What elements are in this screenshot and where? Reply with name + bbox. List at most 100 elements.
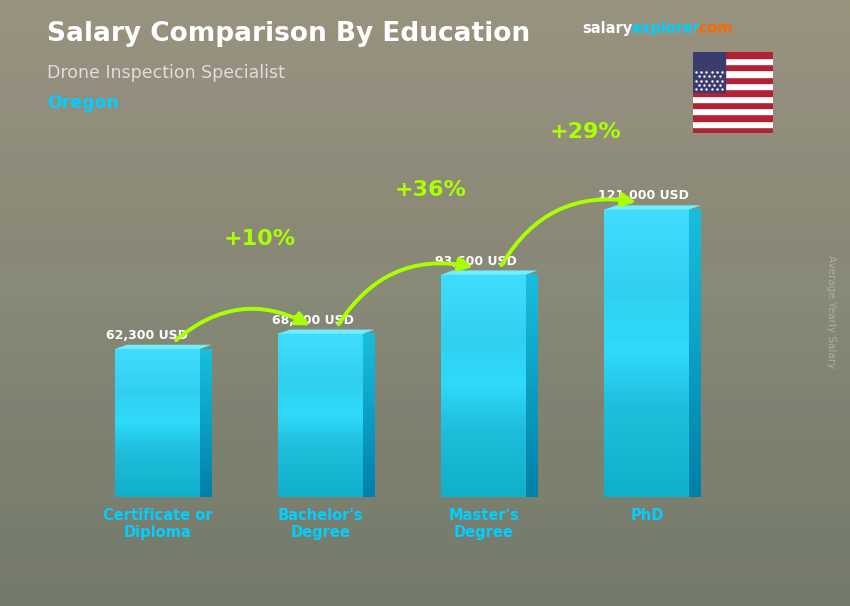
Bar — [116, 354, 200, 356]
Bar — [278, 333, 363, 336]
Bar — [441, 385, 526, 390]
Bar — [441, 315, 526, 319]
Bar — [693, 70, 774, 77]
Bar — [200, 447, 212, 450]
Bar — [604, 328, 689, 334]
Bar — [526, 396, 538, 401]
Bar — [116, 351, 200, 354]
Bar — [116, 470, 200, 472]
Bar — [689, 209, 700, 215]
Bar — [604, 209, 689, 215]
Bar — [441, 400, 526, 404]
Bar — [689, 425, 700, 430]
Bar — [441, 478, 526, 482]
Bar — [526, 456, 538, 460]
Bar — [116, 440, 200, 442]
Bar — [526, 322, 538, 327]
Bar — [526, 393, 538, 397]
Bar — [526, 408, 538, 411]
Bar — [526, 437, 538, 441]
Bar — [363, 358, 375, 361]
Bar — [363, 333, 375, 336]
Bar — [116, 415, 200, 418]
Bar — [441, 456, 526, 460]
Text: Salary Comparison By Education: Salary Comparison By Education — [47, 21, 530, 47]
Bar — [604, 333, 689, 339]
Bar — [526, 459, 538, 464]
Bar — [689, 372, 700, 377]
Bar — [363, 407, 375, 410]
Bar — [200, 359, 212, 361]
Bar — [689, 257, 700, 262]
Bar — [200, 482, 212, 485]
Bar — [200, 410, 212, 413]
Bar — [278, 371, 363, 375]
Bar — [116, 398, 200, 401]
Bar — [278, 483, 363, 486]
Bar — [526, 333, 538, 338]
Bar — [441, 396, 526, 401]
Bar — [116, 494, 200, 497]
Bar — [689, 224, 700, 228]
Bar — [116, 410, 200, 413]
Bar — [363, 461, 375, 464]
Bar — [604, 271, 689, 276]
Bar — [604, 487, 689, 492]
Bar — [278, 428, 363, 431]
Bar — [441, 470, 526, 474]
Bar — [604, 482, 689, 487]
Bar — [693, 52, 725, 92]
Bar — [200, 356, 212, 359]
Bar — [363, 388, 375, 391]
Bar — [526, 474, 538, 478]
Bar — [689, 477, 700, 482]
Bar — [200, 487, 212, 490]
Bar — [526, 337, 538, 341]
Bar — [526, 378, 538, 382]
Bar — [116, 467, 200, 470]
Bar — [441, 375, 526, 378]
Bar — [689, 453, 700, 459]
Bar — [116, 385, 200, 388]
Bar — [200, 494, 212, 497]
Bar — [200, 428, 212, 430]
Bar — [116, 430, 200, 433]
Bar — [693, 77, 774, 83]
Bar — [116, 472, 200, 474]
Bar — [441, 382, 526, 386]
Bar — [526, 315, 538, 319]
Text: 121,000 USD: 121,000 USD — [598, 190, 688, 202]
Bar — [604, 376, 689, 382]
Bar — [441, 307, 526, 311]
Bar — [363, 339, 375, 342]
Bar — [363, 366, 375, 369]
Bar — [441, 430, 526, 434]
Bar — [604, 405, 689, 411]
Bar — [278, 393, 363, 396]
Bar — [526, 426, 538, 430]
Bar — [604, 224, 689, 228]
Bar — [526, 441, 538, 445]
Bar — [363, 426, 375, 429]
Bar — [526, 311, 538, 315]
Bar — [200, 450, 212, 453]
Text: 68,700 USD: 68,700 USD — [272, 314, 354, 327]
Bar — [604, 252, 689, 258]
Bar — [604, 319, 689, 324]
Bar — [441, 289, 526, 293]
Bar — [200, 383, 212, 386]
Bar — [526, 326, 538, 330]
Bar — [363, 431, 375, 435]
Bar — [689, 343, 700, 348]
Bar — [441, 300, 526, 304]
Bar — [363, 491, 375, 494]
Bar — [116, 366, 200, 368]
Bar — [689, 310, 700, 315]
Bar — [689, 391, 700, 396]
Bar — [689, 252, 700, 258]
Bar — [441, 408, 526, 411]
Bar — [278, 404, 363, 407]
Bar — [363, 342, 375, 345]
Bar — [689, 362, 700, 368]
Bar — [116, 438, 200, 440]
